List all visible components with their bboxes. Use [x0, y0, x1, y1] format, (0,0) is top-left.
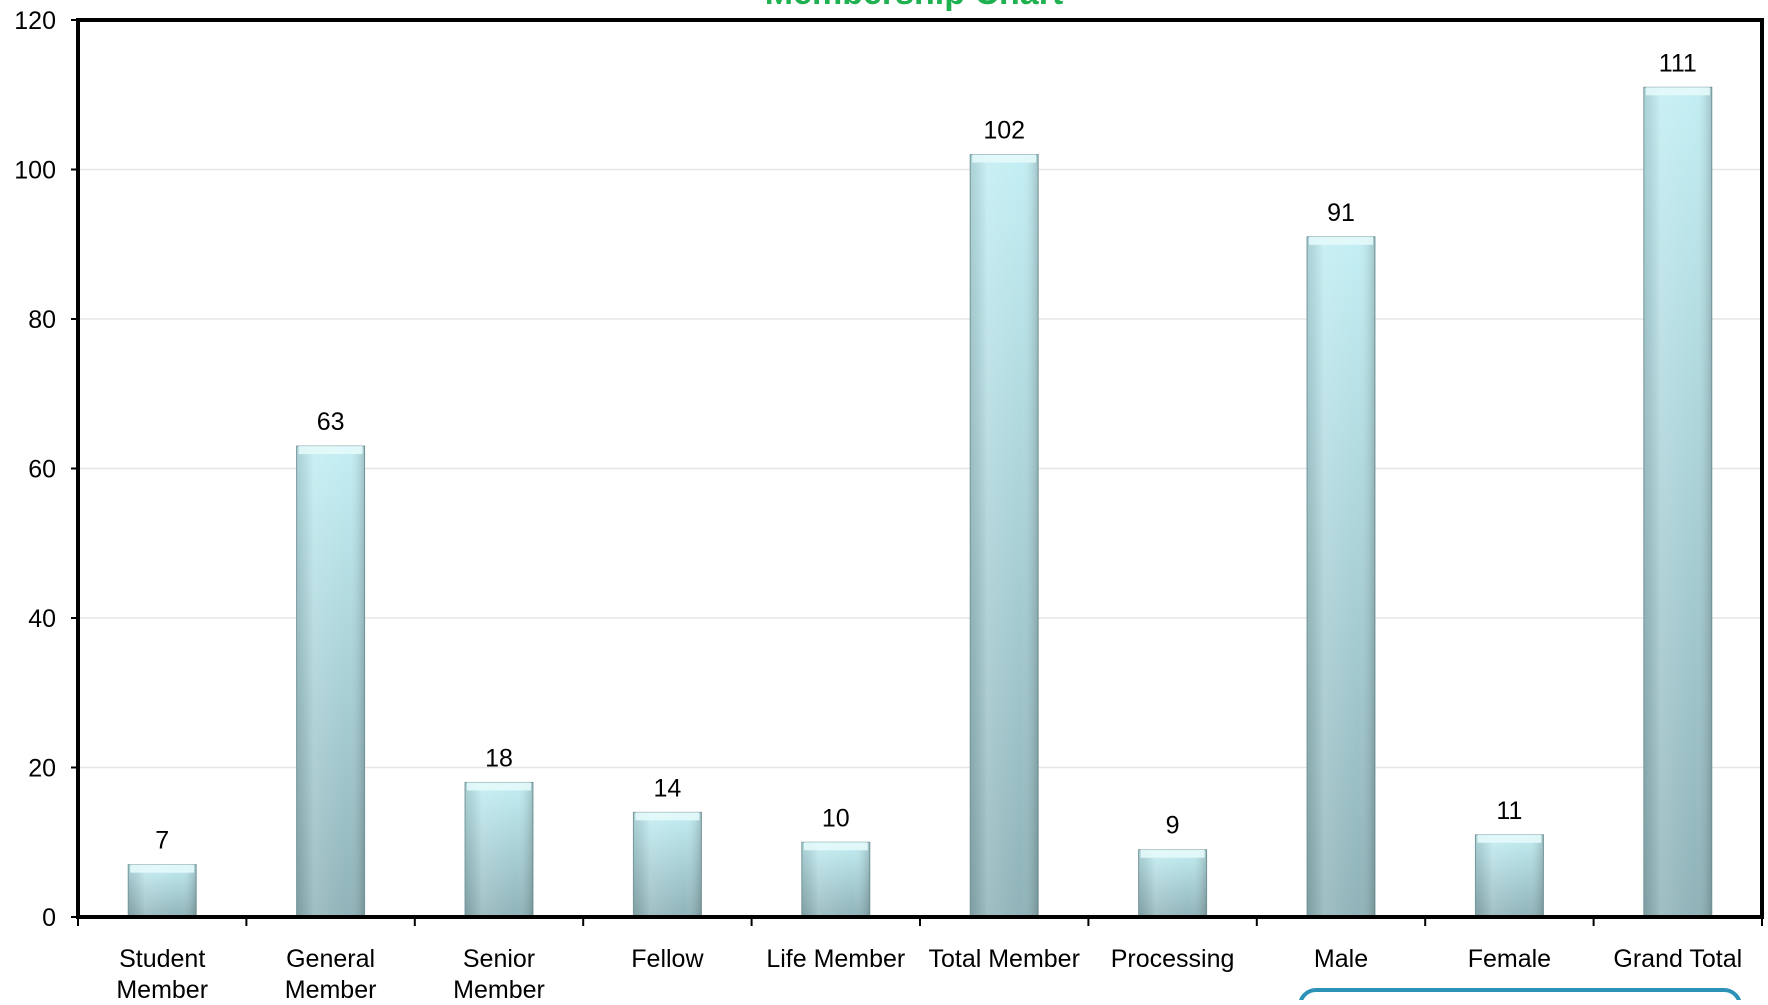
y-tick-label: 60 [28, 456, 56, 484]
bar-shading [970, 154, 1039, 918]
data-label: 102 [983, 117, 1025, 145]
x-axis-tick-marks [77, 917, 1763, 926]
data-label: 7 [155, 827, 169, 855]
x-tick-label: Male [1314, 945, 1368, 973]
data-label: 9 [1166, 812, 1180, 840]
x-tick-label: General Member [285, 945, 377, 1000]
bar-shading [1138, 849, 1207, 917]
bar-cap [1645, 87, 1710, 96]
bar-shading [1643, 87, 1712, 917]
bar-cap [803, 842, 868, 851]
y-tick-label: 100 [14, 157, 56, 185]
data-label: 11 [1496, 797, 1522, 825]
bar-cap [467, 782, 531, 791]
x-tick-label: Processing [1111, 945, 1235, 973]
bar-shading [801, 842, 870, 917]
y-tick-label: 20 [28, 755, 56, 783]
bar-shading [1475, 834, 1544, 917]
y-tick-label: 40 [28, 605, 56, 633]
bar-cap [298, 446, 363, 455]
bar-shading [633, 812, 702, 917]
data-label: 10 [822, 804, 850, 832]
bar-cap [972, 154, 1037, 163]
x-tick-label: Total Member [928, 945, 1079, 973]
data-label: 111 [1659, 49, 1697, 77]
x-axis-labels: Student Member General Member Senior Member Fe… [116, 945, 1742, 1004]
x-tick-label: Student Member [116, 945, 208, 1000]
x-tick-label: Grand Total [1613, 945, 1742, 973]
y-tick-label: 80 [28, 306, 56, 334]
data-label: 63 [317, 408, 345, 436]
bar-cap [635, 812, 700, 821]
data-label: 14 [653, 774, 681, 802]
bar [632, 811, 702, 918]
bar-cap [130, 864, 195, 873]
bar [969, 154, 1039, 918]
bar-shading [296, 446, 365, 917]
bar [1474, 834, 1544, 918]
y-axis-ticks: 0 20 40 60 80 100 120 [14, 7, 78, 932]
bar [801, 841, 871, 918]
y-tick-label: 120 [14, 7, 56, 35]
bar-cap [1477, 834, 1542, 843]
bar-shading [465, 782, 533, 917]
x-tick-label: Fellow [631, 945, 704, 973]
bar [296, 445, 366, 918]
x-tick-label: Senior Member [453, 945, 545, 1000]
bar [127, 864, 197, 918]
x-tick-label: Life Member [766, 945, 905, 973]
y-tick-label: 0 [42, 904, 56, 932]
bar [1138, 849, 1208, 918]
chart-title: Membership Chart [765, 0, 1064, 12]
bar [1306, 236, 1376, 918]
data-label: 18 [485, 744, 513, 772]
bar [464, 781, 534, 918]
bar [1643, 86, 1713, 918]
decorative-box [1298, 988, 1742, 1005]
data-label: 91 [1327, 199, 1355, 227]
bar-shading [128, 864, 197, 917]
bar-shading [1307, 236, 1375, 917]
bar-cap [1309, 236, 1373, 245]
x-tick-label: Female [1468, 945, 1551, 973]
bar-cap [1140, 849, 1205, 858]
